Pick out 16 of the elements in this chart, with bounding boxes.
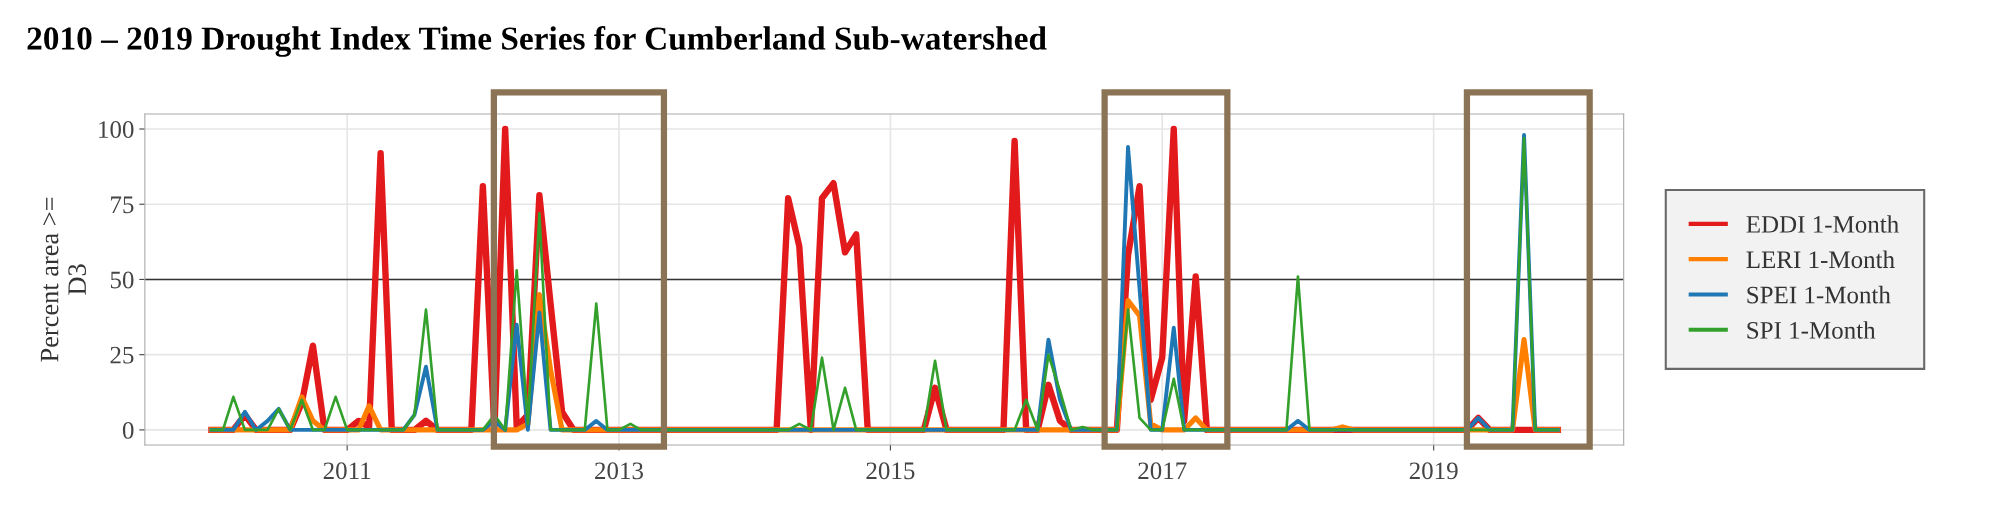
y-tick-label: 75 [111,196,134,214]
x-tick-label: 2013 [595,462,643,480]
y-tick-label: 100 [99,121,134,138]
legend-label: SPI 1-Month [1747,321,1876,339]
y-axis-title: Percent area >= D3 [40,197,87,362]
legend-label: SPEI 1-Month [1747,285,1891,304]
y-tick-label: 25 [110,346,134,364]
chart-title: 2010 – 2019 Drought Index Time Series for Cumberland Sub-watershed [27,26,1047,57]
x-tick-label: 2019 [1409,462,1458,480]
x-tick-label: 2017 [1138,462,1187,480]
x-tick-label: 2011 [323,462,371,480]
legend-label: LERI 1-Month [1746,250,1895,269]
legend-label: EDDI 1-Month [1746,215,1899,233]
x-tick-label: 2015 [866,462,915,480]
y-tick-label: 50 [110,271,134,289]
y-tick-label: 0 [122,421,134,439]
